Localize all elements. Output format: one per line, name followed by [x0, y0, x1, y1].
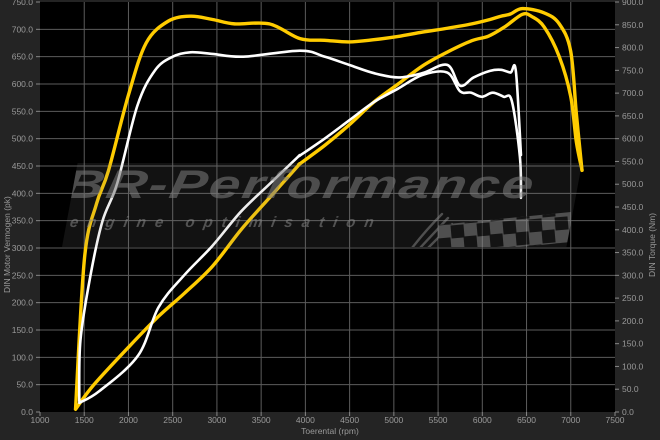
svg-text:4500: 4500: [340, 415, 359, 425]
svg-text:50.0: 50.0: [16, 380, 33, 390]
svg-text:300.0: 300.0: [622, 270, 644, 280]
svg-text:600.0: 600.0: [622, 134, 644, 144]
svg-text:100.0: 100.0: [622, 361, 644, 371]
svg-text:550.0: 550.0: [622, 156, 644, 166]
svg-text:650.0: 650.0: [622, 111, 644, 121]
svg-text:7500: 7500: [606, 415, 625, 425]
svg-text:550.0: 550.0: [12, 106, 34, 116]
svg-text:2000: 2000: [119, 415, 138, 425]
svg-text:400.0: 400.0: [622, 225, 644, 235]
svg-text:200.0: 200.0: [622, 316, 644, 326]
svg-text:250.0: 250.0: [622, 293, 644, 303]
svg-text:500.0: 500.0: [622, 179, 644, 189]
svg-text:3000: 3000: [207, 415, 226, 425]
svg-text:600.0: 600.0: [12, 79, 34, 89]
svg-text:750.0: 750.0: [12, 0, 34, 7]
svg-text:7000: 7000: [561, 415, 580, 425]
svg-text:5500: 5500: [429, 415, 448, 425]
svg-text:1500: 1500: [75, 415, 94, 425]
svg-text:700.0: 700.0: [12, 24, 34, 34]
svg-text:450.0: 450.0: [622, 202, 644, 212]
svg-text:4000: 4000: [296, 415, 315, 425]
svg-text:50.0: 50.0: [622, 384, 639, 394]
svg-text:5000: 5000: [384, 415, 403, 425]
svg-text:150.0: 150.0: [622, 339, 644, 349]
svg-text:3500: 3500: [252, 415, 271, 425]
svg-text:1000: 1000: [31, 415, 50, 425]
svg-text:6500: 6500: [517, 415, 536, 425]
svg-text:2500: 2500: [163, 415, 182, 425]
svg-text:6000: 6000: [473, 415, 492, 425]
svg-text:900.0: 900.0: [622, 0, 644, 7]
svg-text:350.0: 350.0: [622, 248, 644, 258]
svg-text:750.0: 750.0: [622, 65, 644, 75]
svg-text:800.0: 800.0: [622, 43, 644, 53]
svg-text:650.0: 650.0: [12, 52, 34, 62]
svg-text:700.0: 700.0: [622, 88, 644, 98]
svg-text:850.0: 850.0: [622, 20, 644, 30]
